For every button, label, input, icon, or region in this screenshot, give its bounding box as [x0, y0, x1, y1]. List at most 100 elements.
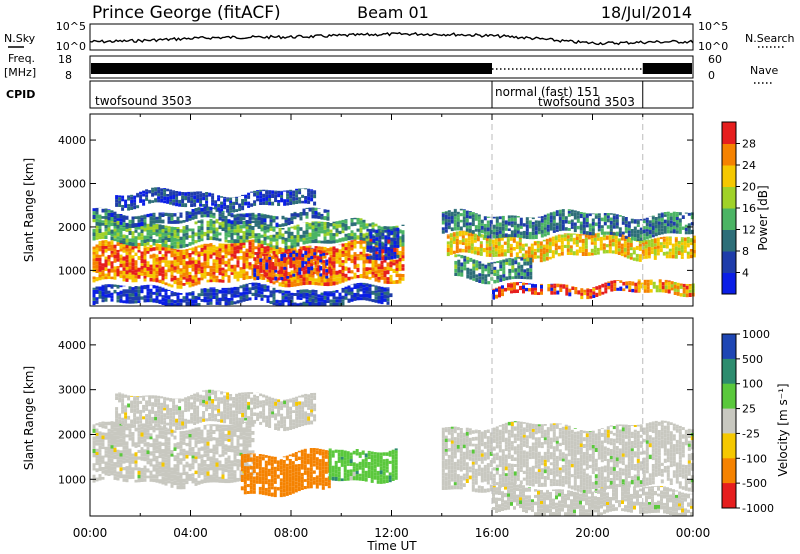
- power-echo-cell: [191, 279, 195, 284]
- power-echo-cell: [362, 233, 366, 238]
- power-echo-cell: [630, 218, 634, 221]
- power-echo-cell: [154, 187, 158, 192]
- power-echo-cell: [459, 226, 463, 231]
- velocity-echo-cell: [113, 469, 117, 474]
- power-echo-cell: [191, 260, 195, 264]
- power-echo-cell: [182, 259, 186, 263]
- power-echo-cell: [302, 237, 306, 241]
- power-echo-cell: [269, 246, 273, 251]
- velocity-echo-cell: [194, 478, 198, 483]
- power-echo-cell: [534, 223, 538, 227]
- power-echo-cell: [476, 234, 480, 238]
- velocity-echo-cell: [119, 428, 123, 433]
- power-echo-cell: [362, 260, 366, 264]
- power-echo-cell: [353, 297, 357, 301]
- power-echo-cell: [116, 252, 120, 256]
- velocity-echo-cell: [113, 441, 117, 445]
- power-echo-cell: [310, 259, 314, 264]
- power-echo-cell: [125, 270, 129, 275]
- velocity-echo-cell: [203, 426, 207, 430]
- velocity-echo-cell: [107, 446, 111, 451]
- velocity-echo-cell: [143, 478, 147, 482]
- velocity-echo-cell: [212, 468, 216, 472]
- power-echo-cell: [209, 279, 213, 283]
- power-echo-cell: [603, 218, 607, 222]
- power-echo-cell: [511, 269, 515, 273]
- power-echo-cell: [679, 293, 683, 297]
- velocity-echo-cell: [167, 465, 171, 469]
- power-echo-cell: [353, 264, 357, 269]
- power-echo-cell: [375, 229, 379, 233]
- velocity-echo-cell: [107, 465, 111, 470]
- power-echo-cell: [209, 222, 213, 227]
- power-echo-cell: [245, 223, 249, 227]
- power-echo-cell: [651, 222, 655, 226]
- power-echo-cell: [206, 233, 210, 238]
- freq-band-right: [642, 63, 692, 74]
- power-echo-cell: [236, 242, 240, 246]
- power-echo-cell: [534, 220, 538, 224]
- velocity-echo-cell: [176, 445, 180, 449]
- velocity-echo-cell: [206, 445, 210, 450]
- power-echo-cell: [308, 232, 312, 237]
- power-echo-cell: [101, 222, 105, 226]
- power-echo-cell: [596, 247, 600, 252]
- power-echo-cell: [92, 287, 96, 290]
- power-echo-cell: [591, 232, 595, 236]
- power-echo-cell: [560, 237, 564, 241]
- power-echo-cell: [242, 263, 246, 267]
- power-echo-cell: [575, 249, 579, 253]
- power-echo-cell: [305, 222, 309, 224]
- power-echo-cell: [313, 191, 317, 195]
- power-echo-cell: [492, 216, 496, 219]
- power-echo-cell: [645, 217, 649, 220]
- power-echo-cell: [235, 196, 239, 199]
- power-echo-cell: [561, 224, 565, 227]
- power-echo-cell: [662, 251, 666, 256]
- power-echo-cell: [191, 295, 195, 300]
- power-echo-cell: [302, 234, 306, 238]
- power-echo-cell: [122, 240, 126, 245]
- velocity-echo-cell: [230, 430, 234, 434]
- velocity-echo-cell: [239, 470, 243, 474]
- power-echo-cell: [478, 263, 482, 267]
- power-echo-cell: [446, 241, 450, 245]
- power-echo-cell: [176, 265, 180, 270]
- power-echo-cell: [497, 237, 501, 242]
- power-echo-cell: [338, 257, 342, 261]
- velocity-echo-cell: [128, 467, 132, 471]
- velocity-echo-cell: [161, 476, 165, 481]
- power-echo-cell: [325, 252, 329, 256]
- power-echo-cell: [578, 249, 582, 253]
- velocity-echo-cell: [224, 433, 228, 438]
- power-echo-cell: [390, 230, 394, 235]
- power-echo-cell: [311, 236, 315, 240]
- velocity-echo-cell: [104, 453, 108, 458]
- power-echo-cell: [238, 203, 242, 208]
- power-echo-cell: [170, 235, 174, 239]
- power-echo-cell: [245, 232, 249, 236]
- power-echo-cell: [329, 236, 333, 241]
- power-echo-cell: [188, 271, 192, 275]
- power-echo-cell: [462, 213, 466, 217]
- power-echo-cell: [483, 216, 487, 221]
- power-echo-cell: [143, 239, 147, 243]
- power-echo-cell: [245, 257, 249, 261]
- power-echo-cell: [242, 284, 246, 288]
- power-echo-cell: [133, 199, 137, 203]
- power-echo-cell: [197, 256, 201, 261]
- power-echo-cell: [269, 228, 273, 231]
- velocity-echo-cell: [145, 404, 149, 408]
- power-echo-cell: [242, 287, 246, 292]
- power-echo-cell: [396, 254, 400, 259]
- power-echo-cell: [344, 247, 348, 251]
- power-echo-cell: [251, 267, 255, 273]
- power-echo-cell: [546, 221, 550, 225]
- power-echo-cell: [566, 238, 570, 242]
- power-echo-cell: [143, 215, 147, 220]
- power-echo-cell: [191, 263, 195, 268]
- power-echo-cell: [95, 207, 99, 212]
- velocity-echo-cell: [182, 433, 186, 438]
- power-echo-cell: [607, 281, 611, 283]
- power-echo-cell: [118, 200, 122, 204]
